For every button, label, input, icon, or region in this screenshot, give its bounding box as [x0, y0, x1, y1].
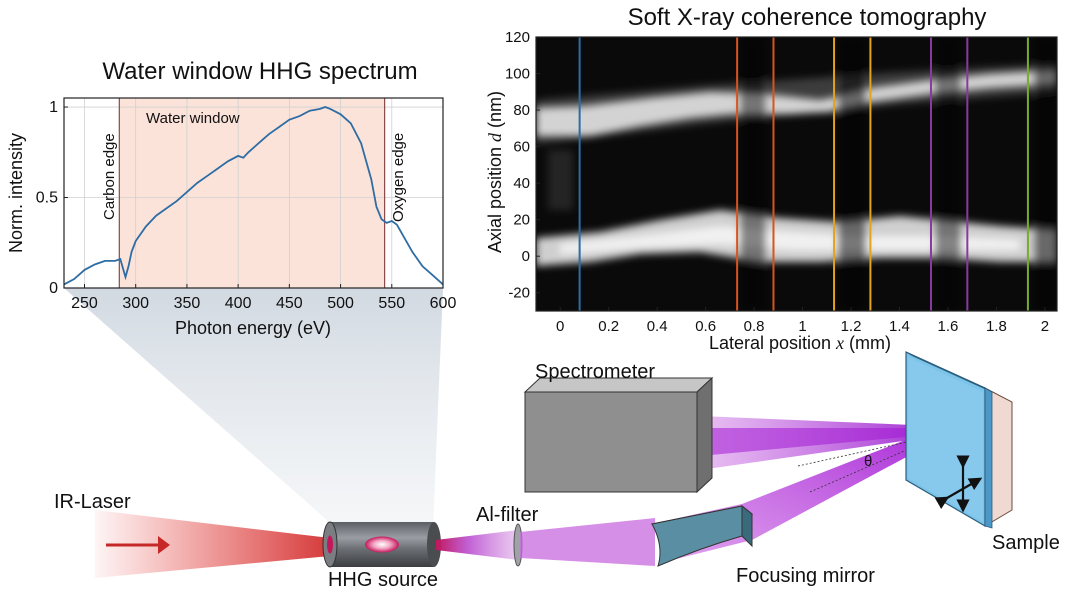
hhg-gas-cell-icon	[365, 536, 399, 553]
spectrum-plot: Water window HHG spectrum Water window C…	[6, 58, 456, 338]
spectrum-series-line	[64, 106, 443, 286]
spectrum-y-tick-label: 0	[49, 280, 58, 297]
oxygen-edge-label: Oxygen edge	[390, 133, 407, 222]
lower-layer-core	[560, 226, 1020, 254]
experimental-setup: IR-Laser HHG source Al-filter θ	[54, 351, 1060, 591]
tomography-x-tick-label: 1.8	[986, 318, 1007, 335]
tomography-x-tick-label: 1.4	[889, 318, 910, 335]
al-filter-label: Al-filter	[476, 504, 539, 526]
sample-icon	[905, 351, 1013, 529]
spectrum-y-ticks: 00.51	[36, 99, 68, 297]
tomography-x-tick-label: 0.6	[695, 318, 716, 335]
dark-column-3	[935, 37, 961, 311]
tomography-y-ticks: 120 100 80 60 40 20 0 -20	[505, 29, 540, 302]
spectrum-x-axis-label: Photon energy (eV)	[175, 318, 331, 338]
water-window-label: Water window	[146, 110, 240, 127]
focusing-mirror-label: Focusing mirror	[736, 565, 875, 587]
tomography-plot: Soft X-ray coherence tomography 0 0.2 0.4 0…	[485, 4, 1058, 353]
ir-laser-beam	[95, 510, 330, 578]
spectrum-x-tick-label: 350	[174, 295, 201, 312]
grey-strip-left	[548, 150, 573, 210]
spectrum-y-axis-label: Norm. intensity	[6, 133, 26, 253]
tomography-x-axis-label: Lateral position x (mm)	[709, 333, 891, 353]
tomography-x-ticks: 0 0.2 0.4 0.6 0.8 1 1.2 1.4 1.6 1.8 2	[556, 307, 1049, 335]
tomography-y-tick-label: 60	[513, 139, 530, 156]
spectrum-x-tick-label: 600	[430, 295, 457, 312]
dark-column-4	[1034, 37, 1057, 311]
spectrometer-icon	[523, 376, 714, 494]
tomography-y-tick-label: 120	[505, 29, 530, 46]
tomography-x-tick-label: 0.4	[647, 318, 668, 335]
tomography-x-tick-label: 1.6	[938, 318, 959, 335]
tomography-y-tick-label: 40	[513, 175, 530, 192]
hhg-output-beam	[436, 530, 518, 560]
spectrum-gridlines	[64, 98, 444, 289]
dark-column-1	[740, 37, 766, 311]
spectrum-projection-cone	[64, 288, 443, 528]
spectrum-x-ticks: 250 300 350 400 450 500 550 600	[71, 284, 456, 312]
tomography-y-tick-label: 80	[513, 102, 530, 119]
filtered-beam	[520, 518, 655, 566]
spectrum-title: Water window HHG spectrum	[102, 58, 417, 85]
tomography-x-tick-label: 1.2	[841, 318, 862, 335]
dark-column-2	[838, 37, 866, 311]
tomography-x-tick-label: 0.8	[744, 318, 765, 335]
ir-laser-label: IR-Laser	[54, 491, 131, 513]
theta-label: θ	[864, 453, 872, 470]
tomography-title: Soft X-ray coherence tomography	[628, 4, 987, 31]
tomography-y-tick-label: 0	[522, 248, 530, 265]
tomography-markers	[578, 37, 1029, 311]
focusing-mirror-icon	[650, 504, 754, 567]
spectrum-x-tick-label: 550	[378, 295, 405, 312]
upper-layer-glow	[536, 64, 1057, 144]
reflected-beam-core	[700, 428, 938, 456]
tomography-y-tick-label: 100	[505, 66, 530, 83]
ir-laser-arrowhead-icon	[158, 536, 170, 554]
tomography-x-tick-label: 2	[1041, 318, 1049, 335]
carbon-edge-label: Carbon edge	[101, 133, 118, 220]
sample-label: Sample	[992, 532, 1060, 554]
tomography-image	[536, 37, 1057, 311]
hhg-source-label: HHG source	[328, 569, 438, 591]
tomography-x-tick-label: 0	[556, 318, 564, 335]
tomography-x-tick-label: 0.2	[598, 318, 619, 335]
move-arrows-icon	[934, 455, 983, 513]
spectrum-y-tick-label: 1	[49, 99, 58, 116]
tomography-y-axis-label: Axial position d (nm)	[485, 91, 505, 253]
spectrometer-label: Spectrometer	[535, 361, 655, 383]
spectrum-x-tick-label: 450	[276, 295, 303, 312]
spectrum-y-tick-label: 0.5	[36, 190, 58, 207]
tomography-axes-frame	[535, 36, 1058, 312]
spectrum-axes-frame	[63, 97, 444, 289]
spectrum-x-tick-label: 400	[225, 295, 252, 312]
tomography-x-tick-label: 1	[798, 318, 806, 335]
spectrum-x-tick-label: 500	[327, 295, 354, 312]
tomography-y-tick-label: 20	[513, 212, 530, 229]
tomography-y-tick-label: -20	[508, 285, 530, 302]
hhg-source-icon	[322, 521, 441, 568]
spectrum-x-tick-label: 250	[71, 295, 98, 312]
spectrum-x-tick-label: 300	[122, 295, 149, 312]
